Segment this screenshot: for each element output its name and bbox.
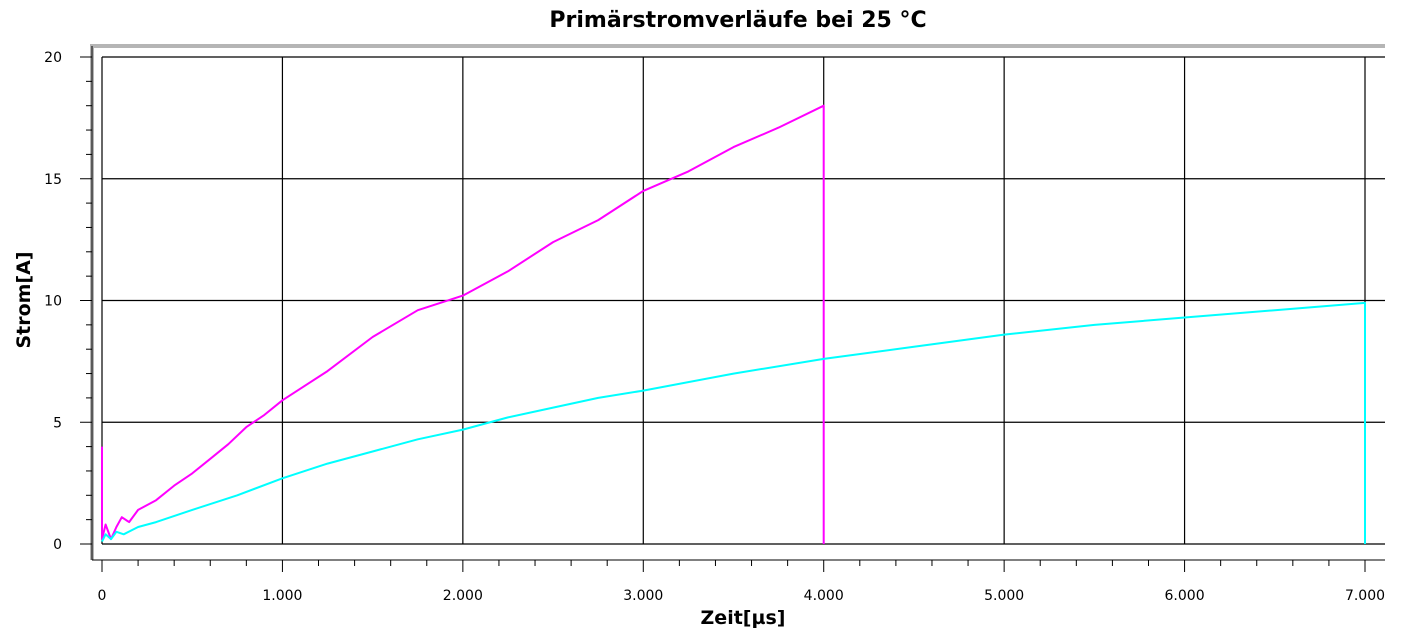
- x-tick-label: 4.000: [804, 588, 844, 604]
- y-tick-label: 10: [44, 294, 62, 310]
- series-line-1: [101, 104, 825, 544]
- x-tick-label: 1.000: [262, 588, 302, 604]
- x-tick-label: 5.000: [984, 588, 1024, 604]
- y-tick-label: 5: [53, 415, 62, 431]
- plot-frame: [90, 44, 1385, 560]
- x-axis-label: Zeit[µs]: [701, 607, 786, 629]
- x-tick-label: 2.000: [443, 588, 483, 604]
- x-tick-label: 0: [98, 588, 107, 604]
- x-tick-label: 7.000: [1345, 588, 1385, 604]
- y-tick-label: 0: [53, 537, 62, 553]
- y-axis-label: Strom[A]: [13, 251, 35, 348]
- y-tick-label: 15: [44, 172, 62, 188]
- series-line-2: [101, 301, 1366, 544]
- plot-area: 0 5 10 15 20 0 1.000 2.000 3.000 4.000 5.000 6.000 7…: [44, 44, 1385, 604]
- x-tick-label: 6.000: [1165, 588, 1205, 604]
- x-tick-label: 3.000: [623, 588, 663, 604]
- chart-title: Primärstromverläufe bei 25 °C: [549, 8, 926, 33]
- y-tick-label: 20: [44, 50, 62, 66]
